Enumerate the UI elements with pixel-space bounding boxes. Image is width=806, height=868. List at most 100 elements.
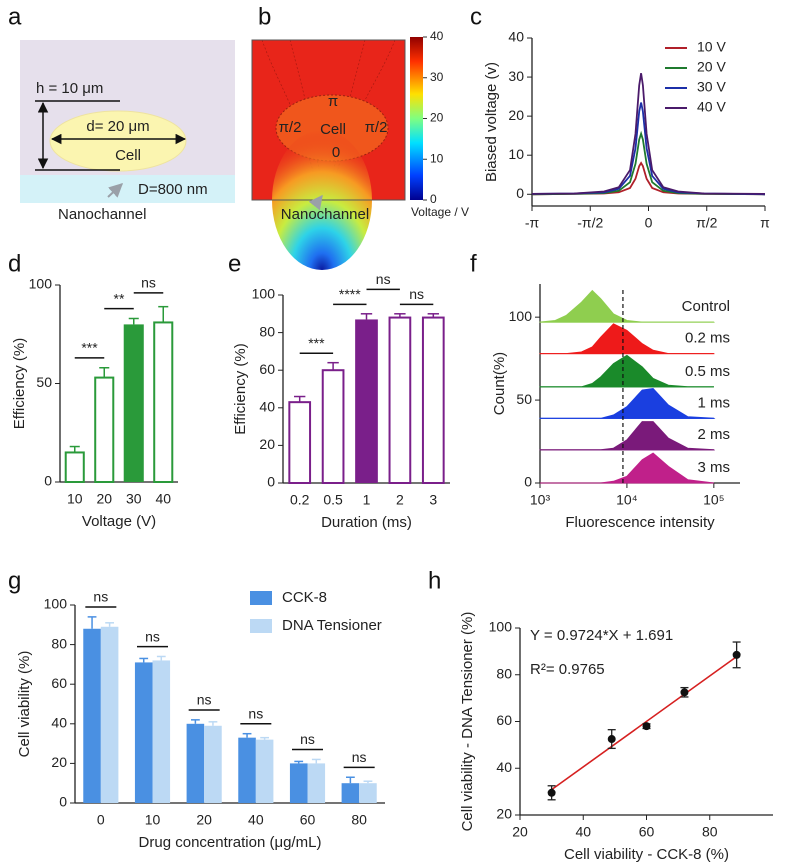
cell-label: Cell — [115, 147, 141, 164]
y-tick-label: 20 — [508, 107, 524, 123]
x-axis-label: Drug concentration (μg/mL) — [139, 834, 322, 851]
pointer — [107, 183, 124, 198]
ridge — [539, 289, 715, 323]
bar — [152, 660, 171, 803]
y-axis-label: Efficiency (%) — [11, 338, 28, 429]
angle-label: 0 — [332, 144, 340, 161]
y-tick-label: 100 — [44, 596, 68, 612]
y-tick-label: 50 — [36, 374, 52, 390]
panel-a: a h = 10 μm d= 20 μm Cell D=800 nm Nanoc… — [8, 3, 235, 223]
bar — [289, 763, 308, 803]
line — [531, 102, 766, 196]
x-tick-label: 0.2 — [290, 492, 310, 508]
y-tick-label: 80 — [496, 665, 512, 681]
x-axis-label: Duration (ms) — [321, 514, 412, 531]
y-tick-label: 0 — [267, 474, 275, 490]
x-tick-label: 1 — [363, 492, 371, 508]
bar — [134, 662, 153, 803]
bar — [321, 369, 345, 485]
cell-label: Cell — [320, 121, 346, 138]
panel-letter: e — [228, 250, 241, 277]
panel-letter: d — [8, 250, 21, 277]
y-tick-label: 100 — [489, 619, 513, 635]
x-axis-label: Cell viability - CCK-8 (%) — [564, 846, 729, 863]
bar — [94, 376, 115, 483]
colorbar-tick-label: 0 — [430, 192, 437, 206]
y-tick-label: 80 — [51, 635, 67, 651]
y-tick-label: 0 — [59, 794, 67, 810]
y-tick-label: 40 — [51, 715, 67, 731]
y-tick-label: 60 — [496, 712, 512, 728]
x-tick-label: 10⁴ — [616, 492, 638, 508]
angle-label: π/2 — [279, 119, 302, 136]
y-axis-label: Biased voltage (v) — [483, 62, 500, 182]
colorbar-label: Voltage / V — [411, 205, 469, 219]
bar — [421, 316, 445, 484]
legend-label: DNA Tensioner — [282, 617, 382, 634]
panel-letter: a — [8, 3, 22, 30]
ridge — [539, 421, 716, 451]
nanochannel-label: Nanochannel — [281, 206, 369, 223]
y-axis-label: Count(%) — [491, 352, 508, 415]
line — [531, 130, 766, 196]
ridge-label: 0.5 ms — [685, 363, 730, 380]
significance-label: ns — [300, 731, 315, 747]
significance-label: *** — [81, 340, 98, 356]
y-axis-label: Cell viability - DNA Tensioner (%) — [459, 612, 476, 832]
x-tick-label: 40 — [575, 824, 591, 840]
significance-label: ns — [141, 275, 156, 291]
y-tick-label: 40 — [496, 759, 512, 775]
y-tick-label: 80 — [259, 323, 275, 339]
x-tick-label: 80 — [351, 812, 367, 828]
channel-layer — [20, 175, 235, 203]
x-tick-label: 2 — [396, 492, 404, 508]
significance-label: ns — [145, 628, 160, 644]
y-tick-label: 30 — [508, 68, 524, 84]
y-tick-label: 100 — [29, 276, 53, 292]
y-tick-label: 100 — [252, 286, 276, 302]
x-axis-label: Fluorescence intensity — [565, 514, 715, 531]
x-tick-label: 40 — [155, 491, 171, 507]
legend-label: CCK-8 — [282, 589, 327, 606]
bar — [186, 723, 205, 803]
x-tick-label: 30 — [126, 491, 142, 507]
x-tick-label: 20 — [196, 812, 212, 828]
colorbar-ticks: 0 10 20 30 40 — [423, 29, 444, 206]
point — [680, 688, 689, 697]
bar — [204, 725, 222, 803]
bar — [341, 783, 360, 803]
point — [732, 650, 741, 659]
significance-label: ** — [114, 290, 125, 306]
field-frame — [251, 39, 406, 201]
x-tick-label: 10⁵ — [703, 492, 724, 508]
point — [547, 788, 556, 797]
x-tick-label: 60 — [300, 812, 316, 828]
y-tick-label: 0 — [44, 473, 52, 489]
panel-letter: f — [470, 250, 477, 277]
panel-letter: c — [470, 3, 482, 30]
channel-label: D=800 nm — [138, 181, 208, 198]
pointer — [308, 194, 323, 211]
bar — [355, 319, 378, 483]
y-tick-label: 10 — [508, 146, 524, 162]
y-tick-label: 40 — [259, 399, 275, 415]
height-label: h = 10 μm — [36, 80, 103, 97]
significance-label: **** — [339, 286, 361, 302]
diameter-label: d= 20 μm — [86, 118, 149, 135]
ridge-label: 1 ms — [697, 394, 730, 411]
ridge-label: Control — [682, 298, 730, 315]
ridge-label: 3 ms — [697, 459, 730, 476]
y-tick-label: 20 — [496, 806, 512, 822]
ridge — [539, 387, 716, 419]
bar — [388, 316, 412, 484]
legend-label: 40 V — [697, 99, 726, 115]
x-tick-label: 10 — [145, 812, 161, 828]
bar — [64, 451, 85, 484]
colorbar-tick-label: 20 — [430, 111, 444, 125]
x-tick-label: -π — [525, 215, 540, 231]
significance-label: ns — [352, 749, 367, 765]
y-tick-label: 60 — [259, 361, 275, 377]
x-tick-label: 10³ — [530, 492, 551, 508]
y-tick-label: 100 — [509, 308, 533, 324]
